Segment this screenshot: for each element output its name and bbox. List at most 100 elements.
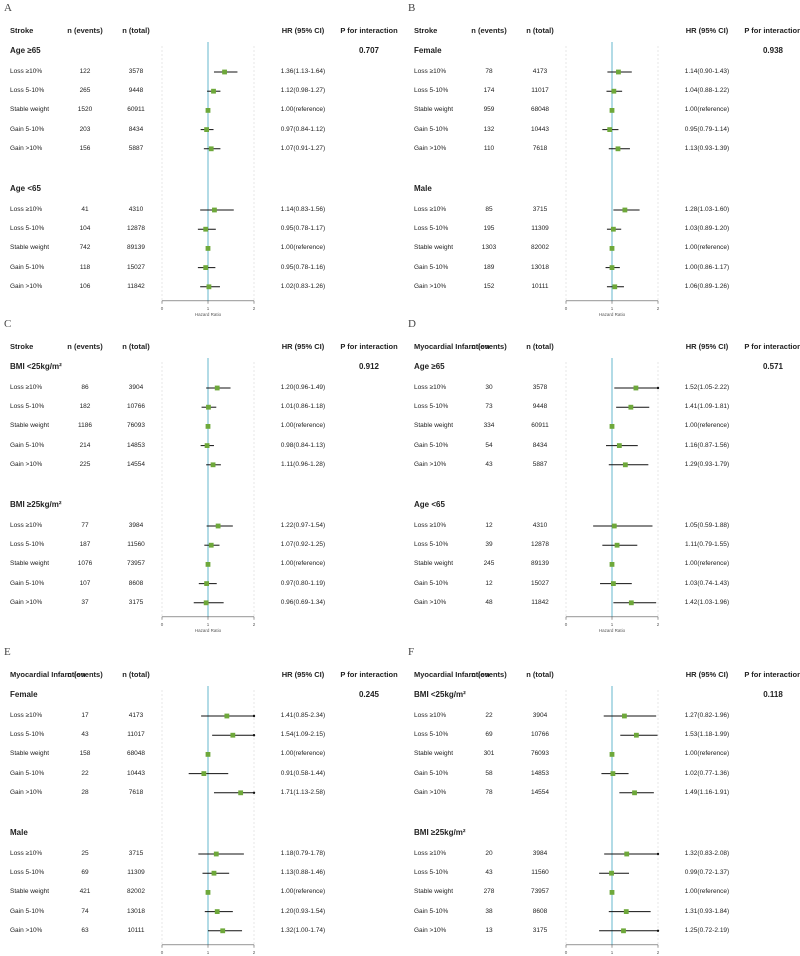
hr-point bbox=[610, 771, 616, 776]
hr-point bbox=[609, 870, 614, 876]
ci-clip-marker bbox=[252, 734, 256, 737]
x-axis-label: Hazard Ratio bbox=[195, 312, 222, 317]
row-events: 334 bbox=[483, 422, 495, 430]
row-hr-ci: 1.71(1.13-2.58) bbox=[280, 788, 326, 796]
row-total: 68048 bbox=[530, 106, 550, 114]
row-total: 3175 bbox=[532, 926, 548, 934]
row-events: 28 bbox=[81, 788, 89, 796]
total-header: n (total) bbox=[526, 670, 554, 679]
subgroup-title: BMI <25kg/m² bbox=[10, 362, 62, 371]
row-label: Stable weight bbox=[414, 750, 454, 758]
row-total: 3175 bbox=[128, 598, 144, 606]
hr-point bbox=[238, 790, 244, 796]
hr-point bbox=[214, 909, 220, 914]
row-hr-ci: 1.32(0.83-2.08) bbox=[684, 850, 730, 857]
hr-point bbox=[622, 207, 628, 213]
row-label: Loss ≥10% bbox=[10, 522, 43, 529]
row-hr-ci: 1.03(0.89-1.20) bbox=[684, 225, 730, 233]
row-total: 8434 bbox=[128, 125, 144, 133]
hr-point bbox=[222, 69, 227, 75]
row-total: 82002 bbox=[126, 888, 146, 896]
hr-point bbox=[622, 462, 628, 468]
hr-point bbox=[204, 127, 210, 132]
subgroup-title: Male bbox=[414, 184, 432, 193]
row-events: 245 bbox=[483, 560, 495, 568]
row-total: 11560 bbox=[531, 869, 549, 877]
row-hr-ci: 1.41(1.09-1.81) bbox=[684, 403, 730, 411]
row-hr-ci: 1.18(0.79-1.78) bbox=[280, 850, 326, 857]
row-hr-ci: 1.14(0.90-1.43) bbox=[684, 68, 730, 75]
row-total: 8608 bbox=[532, 907, 548, 915]
events-header: n (events) bbox=[67, 26, 103, 35]
row-total: 3715 bbox=[532, 206, 548, 213]
p-interaction-value: 0.912 bbox=[358, 362, 380, 371]
p-interaction-value: 0.938 bbox=[762, 46, 784, 55]
row-total: 10443 bbox=[530, 125, 550, 133]
row-hr-ci: 1.07(0.91-1.27) bbox=[280, 144, 326, 152]
ci-clip-marker bbox=[252, 714, 256, 718]
hr-point bbox=[623, 909, 629, 914]
row-hr-ci: 1.11(0.96-1.28) bbox=[281, 460, 325, 468]
row-hr-ci: 1.11(0.79-1.55) bbox=[685, 541, 729, 549]
row-label: Stable weight bbox=[414, 888, 454, 896]
p-interaction-value: 0.571 bbox=[762, 362, 784, 371]
row-label: Gain 5-10% bbox=[10, 441, 45, 449]
events-header: n (events) bbox=[471, 342, 507, 351]
hr-point bbox=[611, 523, 617, 529]
hr-point bbox=[609, 265, 615, 270]
row-hr-ci: 1.27(0.82-1.96) bbox=[684, 712, 730, 719]
events-header: n (events) bbox=[471, 670, 507, 679]
row-total: 3904 bbox=[128, 384, 144, 391]
row-label: Loss 5-10% bbox=[10, 541, 45, 549]
row-label: Stable weight bbox=[414, 560, 454, 568]
total-header: n (total) bbox=[122, 670, 150, 679]
row-label: Gain 5-10% bbox=[10, 579, 45, 587]
forest-panel-c: C Stroke n (events) n (total) HR (95% CI) P f… bbox=[4, 318, 398, 633]
events-header: n (events) bbox=[67, 342, 103, 351]
row-total: 3578 bbox=[532, 384, 548, 391]
row-total: 15027 bbox=[126, 263, 146, 271]
x-tick-label: 0 bbox=[161, 306, 164, 311]
row-events: 421 bbox=[79, 888, 91, 896]
row-label: Loss ≥10% bbox=[414, 384, 447, 391]
row-hr-ci: 1.00(reference) bbox=[684, 244, 730, 252]
row-total: 11309 bbox=[127, 869, 145, 877]
row-hr-ci: 1.00(0.86-1.17) bbox=[684, 263, 730, 271]
hr-point bbox=[622, 713, 627, 719]
row-total: 5887 bbox=[128, 144, 144, 152]
row-events: 30 bbox=[485, 384, 493, 391]
row-hr-ci: 1.01(0.86-1.18) bbox=[280, 403, 326, 411]
row-hr-ci: 1.13(0.88-1.46) bbox=[280, 869, 326, 877]
row-label: Gain >10% bbox=[10, 788, 43, 796]
row-events: 38 bbox=[485, 907, 493, 915]
row-label: Stable weight bbox=[10, 244, 50, 252]
row-hr-ci: 1.54(1.09-2.15) bbox=[280, 731, 326, 739]
row-hr-ci: 0.97(0.80-1.19) bbox=[280, 579, 326, 587]
row-events: 214 bbox=[79, 441, 91, 449]
row-label: Loss ≥10% bbox=[10, 712, 43, 719]
row-events: 12 bbox=[485, 579, 493, 587]
row-total: 13018 bbox=[530, 263, 550, 271]
row-total: 9448 bbox=[128, 87, 144, 95]
row-label: Gain 5-10% bbox=[10, 263, 45, 271]
row-total: 73957 bbox=[530, 888, 550, 896]
row-total: 12878 bbox=[530, 541, 550, 549]
row-hr-ci: 1.22(0.97-1.54) bbox=[280, 522, 326, 529]
row-label: Gain >10% bbox=[414, 598, 447, 606]
row-hr-ci: 0.98(0.84-1.13) bbox=[280, 441, 326, 449]
row-events: 1186 bbox=[78, 422, 92, 430]
subgroup-title: Age <65 bbox=[414, 500, 445, 509]
hr-point bbox=[624, 851, 630, 857]
x-tick-label: 2 bbox=[657, 622, 660, 627]
row-total: 11309 bbox=[531, 225, 549, 233]
hr-point bbox=[210, 462, 216, 468]
row-label: Loss ≥10% bbox=[414, 522, 447, 529]
hr-point bbox=[633, 732, 639, 738]
hr-header: HR (95% CI) bbox=[281, 26, 325, 35]
row-label: Loss 5-10% bbox=[10, 87, 45, 95]
row-hr-ci: 1.03(0.74-1.43) bbox=[684, 579, 730, 587]
subgroup-title: Female bbox=[10, 690, 38, 699]
row-total: 11017 bbox=[127, 731, 145, 739]
